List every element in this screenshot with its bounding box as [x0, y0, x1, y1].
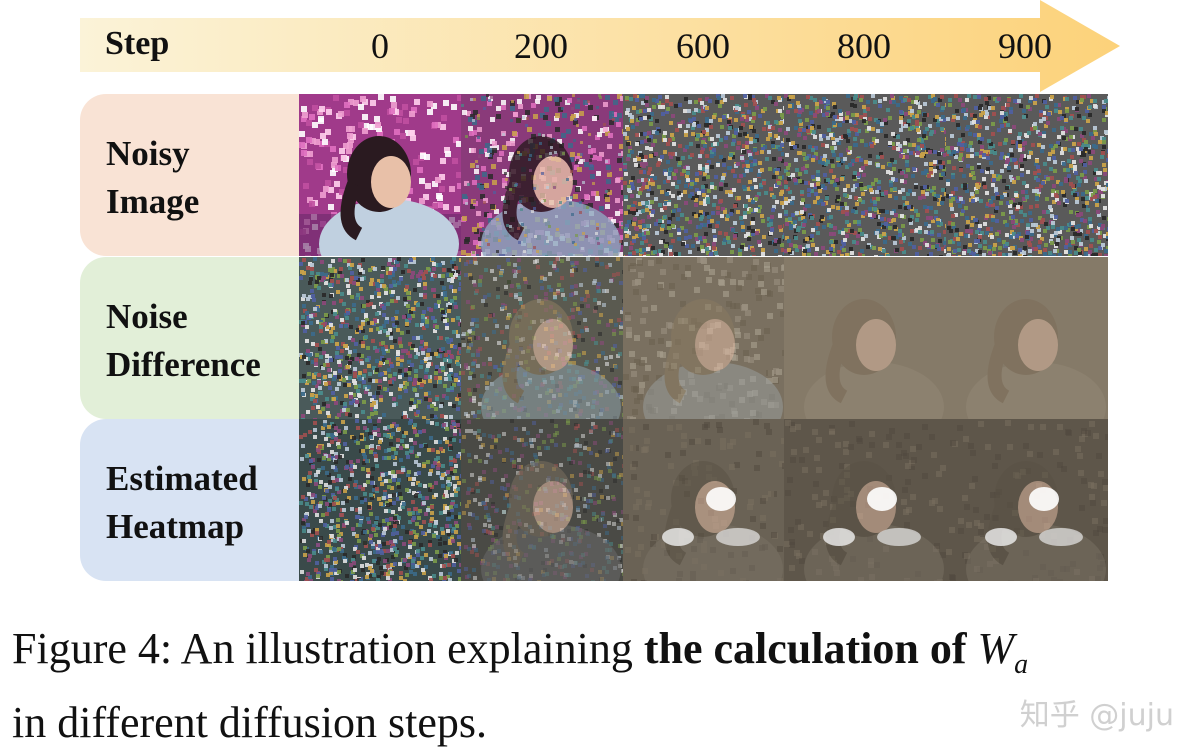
estimated-heatmap-step-600 — [623, 419, 785, 581]
noisy-image-step-600 — [623, 94, 785, 256]
estimated-heatmap-step-800 — [784, 419, 946, 581]
step-value-900: 900 — [998, 26, 1052, 66]
noise-difference-step-200 — [461, 257, 623, 419]
figure-caption: Figure 4: An illustration explaining the… — [12, 620, 1192, 752]
caption-subscript: a — [1014, 648, 1029, 680]
row-label-text: Noisy Image — [106, 134, 200, 221]
caption-bold: the calculation of — [643, 624, 967, 673]
figure-4: Step 0 200 600 800 900 Noisy Image Noise Diff… — [80, 0, 1120, 581]
estimated-heatmap-step-200 — [461, 419, 623, 581]
estimated-heatmap-step-0 — [299, 419, 461, 581]
caption-prefix: Figure 4: — [12, 624, 173, 673]
noise-difference-step-0 — [299, 257, 461, 419]
noisy-image-step-800 — [784, 94, 946, 256]
row-label-box-2: Estimated Heatmap — [80, 419, 340, 581]
noisy-image-step-900 — [946, 94, 1108, 256]
estimated-heatmap-step-900 — [946, 419, 1108, 581]
step-value-0: 0 — [371, 26, 389, 66]
row-label-text: Noise Difference — [106, 297, 261, 384]
noisy-image-step-0 — [299, 94, 461, 256]
step-value-600: 600 — [676, 26, 730, 66]
row-label-box-1: Noise Difference — [80, 257, 340, 419]
row-label-box-0: Noisy Image — [80, 94, 340, 256]
watermark: 知乎 @juju — [1019, 698, 1174, 733]
step-arrow — [80, 0, 1120, 92]
caption-symbol: W — [977, 624, 1015, 673]
noise-difference-step-800 — [784, 257, 946, 419]
noise-difference-step-600 — [623, 257, 785, 419]
step-axis-label: Step — [105, 25, 170, 62]
noise-difference-step-900 — [946, 257, 1108, 419]
step-value-800: 800 — [837, 26, 891, 66]
step-value-200: 200 — [514, 26, 568, 66]
caption-text-after: in different diffusion steps. — [12, 697, 487, 747]
noisy-image-step-200 — [461, 94, 623, 256]
caption-text-before: An illustration explaining — [172, 624, 644, 673]
row-label-text: Estimated Heatmap — [106, 459, 258, 546]
